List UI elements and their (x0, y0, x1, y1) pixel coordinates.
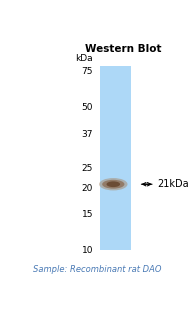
Text: 75: 75 (82, 67, 93, 76)
Ellipse shape (102, 180, 124, 189)
Text: 20: 20 (82, 184, 93, 193)
Text: 15: 15 (82, 210, 93, 218)
Text: 25: 25 (82, 164, 93, 173)
Ellipse shape (99, 178, 127, 190)
Ellipse shape (107, 181, 120, 187)
Text: 50: 50 (82, 103, 93, 112)
Text: 21kDa: 21kDa (158, 179, 189, 189)
Bar (100, 66, 131, 250)
Text: 10: 10 (82, 246, 93, 255)
Text: Sample: Recombinant rat DAO: Sample: Recombinant rat DAO (33, 265, 162, 274)
Text: Western Blot: Western Blot (85, 44, 161, 54)
Text: 37: 37 (82, 129, 93, 138)
Text: kDa: kDa (75, 54, 93, 63)
